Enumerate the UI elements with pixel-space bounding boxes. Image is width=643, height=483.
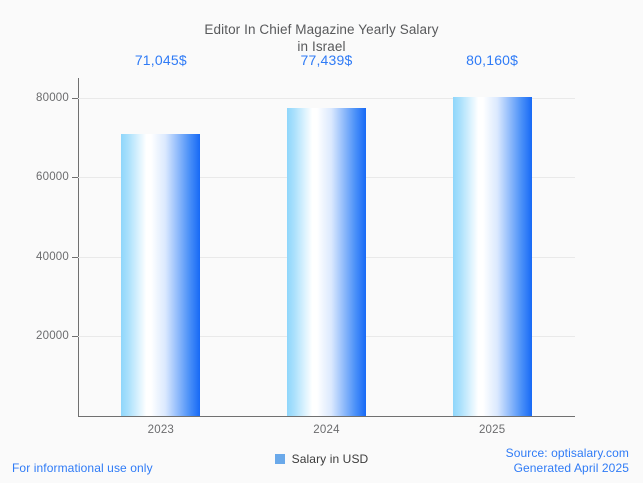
legend-swatch-icon [274,454,285,464]
x-axis-tick-label-2025: 2025 [478,424,506,436]
bar-2023[interactable] [121,133,201,416]
y-axis-tick-label: 40000 [36,250,69,263]
legend-item-label: Salary in USD [291,452,369,466]
plot-area: 20000 40000 60000 80000 [36,78,575,416]
footer-source: Source: optisalary.com [505,446,629,460]
y-axis-tick-label: 20000 [36,330,69,343]
bar-2024[interactable] [287,108,366,416]
x-axis-tick-label-2024: 2024 [313,424,340,436]
footer-disclaimer: For informational use only [12,461,153,475]
chart-title: Editor In Chief Magazine Yearly Salary i… [0,4,643,72]
x-axis-line [78,416,575,417]
bar-value-label-2024: 77,439$ [300,52,353,68]
y-axis-tick-mark [72,256,78,258]
y-axis-tick-mark [72,336,78,338]
chart-title-line-1: Editor In Chief Magazine Yearly Salary [204,22,439,37]
bar-value-label-2025: 80,160$ [466,52,519,68]
y-axis-tick-label: 80000 [36,91,69,104]
footer-generated: Generated April 2025 [513,461,629,475]
bar-value-label-2023: 71,045$ [134,52,187,68]
bar-2025[interactable] [452,97,532,416]
y-axis-line [78,78,79,417]
y-axis-tick-label: 60000 [36,171,69,184]
chart-title-line-2: in Israel [297,39,346,54]
legend-item-salary-in-usd[interactable]: Salary in USD [274,452,369,466]
y-axis-tick-mark [72,97,78,99]
gridline [78,97,575,99]
footer-source-block: Source: optisalary.com Generated April 2… [506,446,629,476]
x-axis-tick-label-2023: 2023 [147,424,175,436]
y-axis-tick-mark [72,177,78,179]
chart-legend: Salary in USD [0,452,643,466]
